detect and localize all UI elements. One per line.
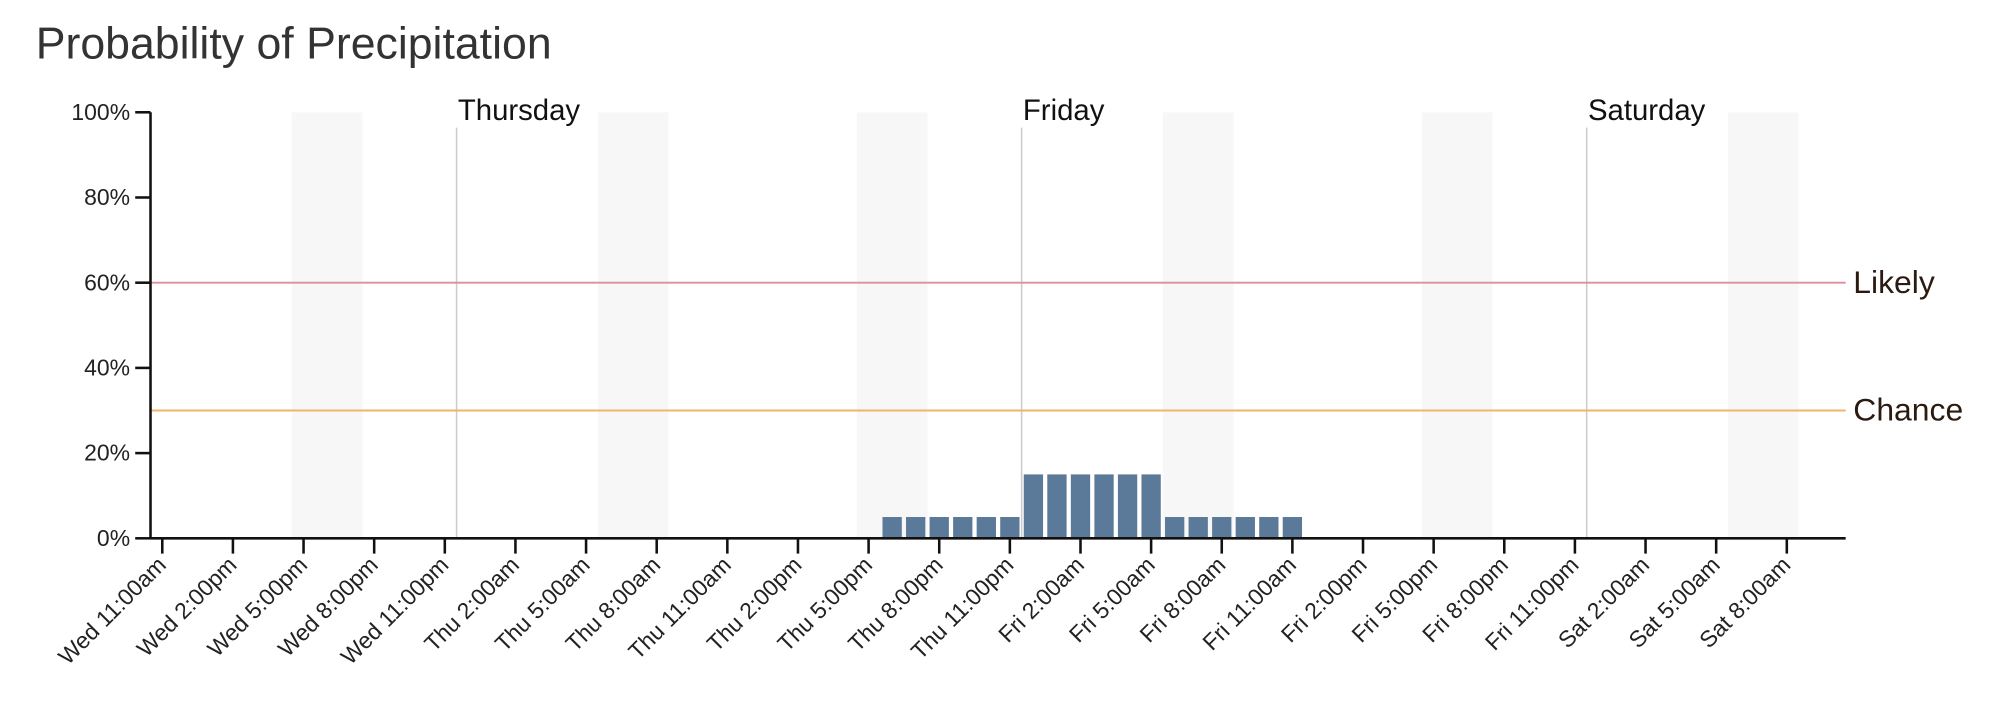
shade-band xyxy=(1421,112,1493,539)
y-tick-label: 100% xyxy=(71,99,130,125)
bar xyxy=(1094,474,1114,539)
bar xyxy=(976,517,996,539)
bar xyxy=(1141,474,1161,539)
threshold-label: Likely xyxy=(1853,264,1935,300)
bar xyxy=(1188,517,1208,539)
bar xyxy=(882,517,902,539)
bar xyxy=(1047,474,1067,539)
bar xyxy=(1282,517,1303,539)
shade-band xyxy=(597,112,669,539)
bar xyxy=(1000,517,1020,539)
shade-band xyxy=(291,112,363,539)
threshold-label: Chance xyxy=(1853,392,1963,428)
bar xyxy=(1235,517,1255,539)
day-label: Thursday xyxy=(458,94,581,127)
bar xyxy=(1070,474,1091,539)
shade-band xyxy=(1162,112,1234,539)
y-tick-label: 0% xyxy=(97,525,130,551)
bar xyxy=(1117,474,1138,539)
y-tick-label: 80% xyxy=(84,184,130,210)
y-tick-label: 60% xyxy=(84,269,130,295)
day-label: Saturday xyxy=(1588,94,1706,127)
bar xyxy=(1023,474,1044,539)
chart-title: Probability of Precipitation xyxy=(36,20,552,69)
day-label: Friday xyxy=(1023,94,1105,127)
y-tick-label: 40% xyxy=(84,355,130,381)
y-tick-label: 20% xyxy=(84,440,130,466)
bar xyxy=(953,517,973,539)
bar xyxy=(906,517,926,539)
shade-band xyxy=(856,112,928,539)
bar xyxy=(1212,517,1232,539)
bar xyxy=(929,517,949,539)
shade-band xyxy=(1727,112,1799,539)
bar xyxy=(1165,517,1185,539)
bar xyxy=(1259,517,1279,539)
